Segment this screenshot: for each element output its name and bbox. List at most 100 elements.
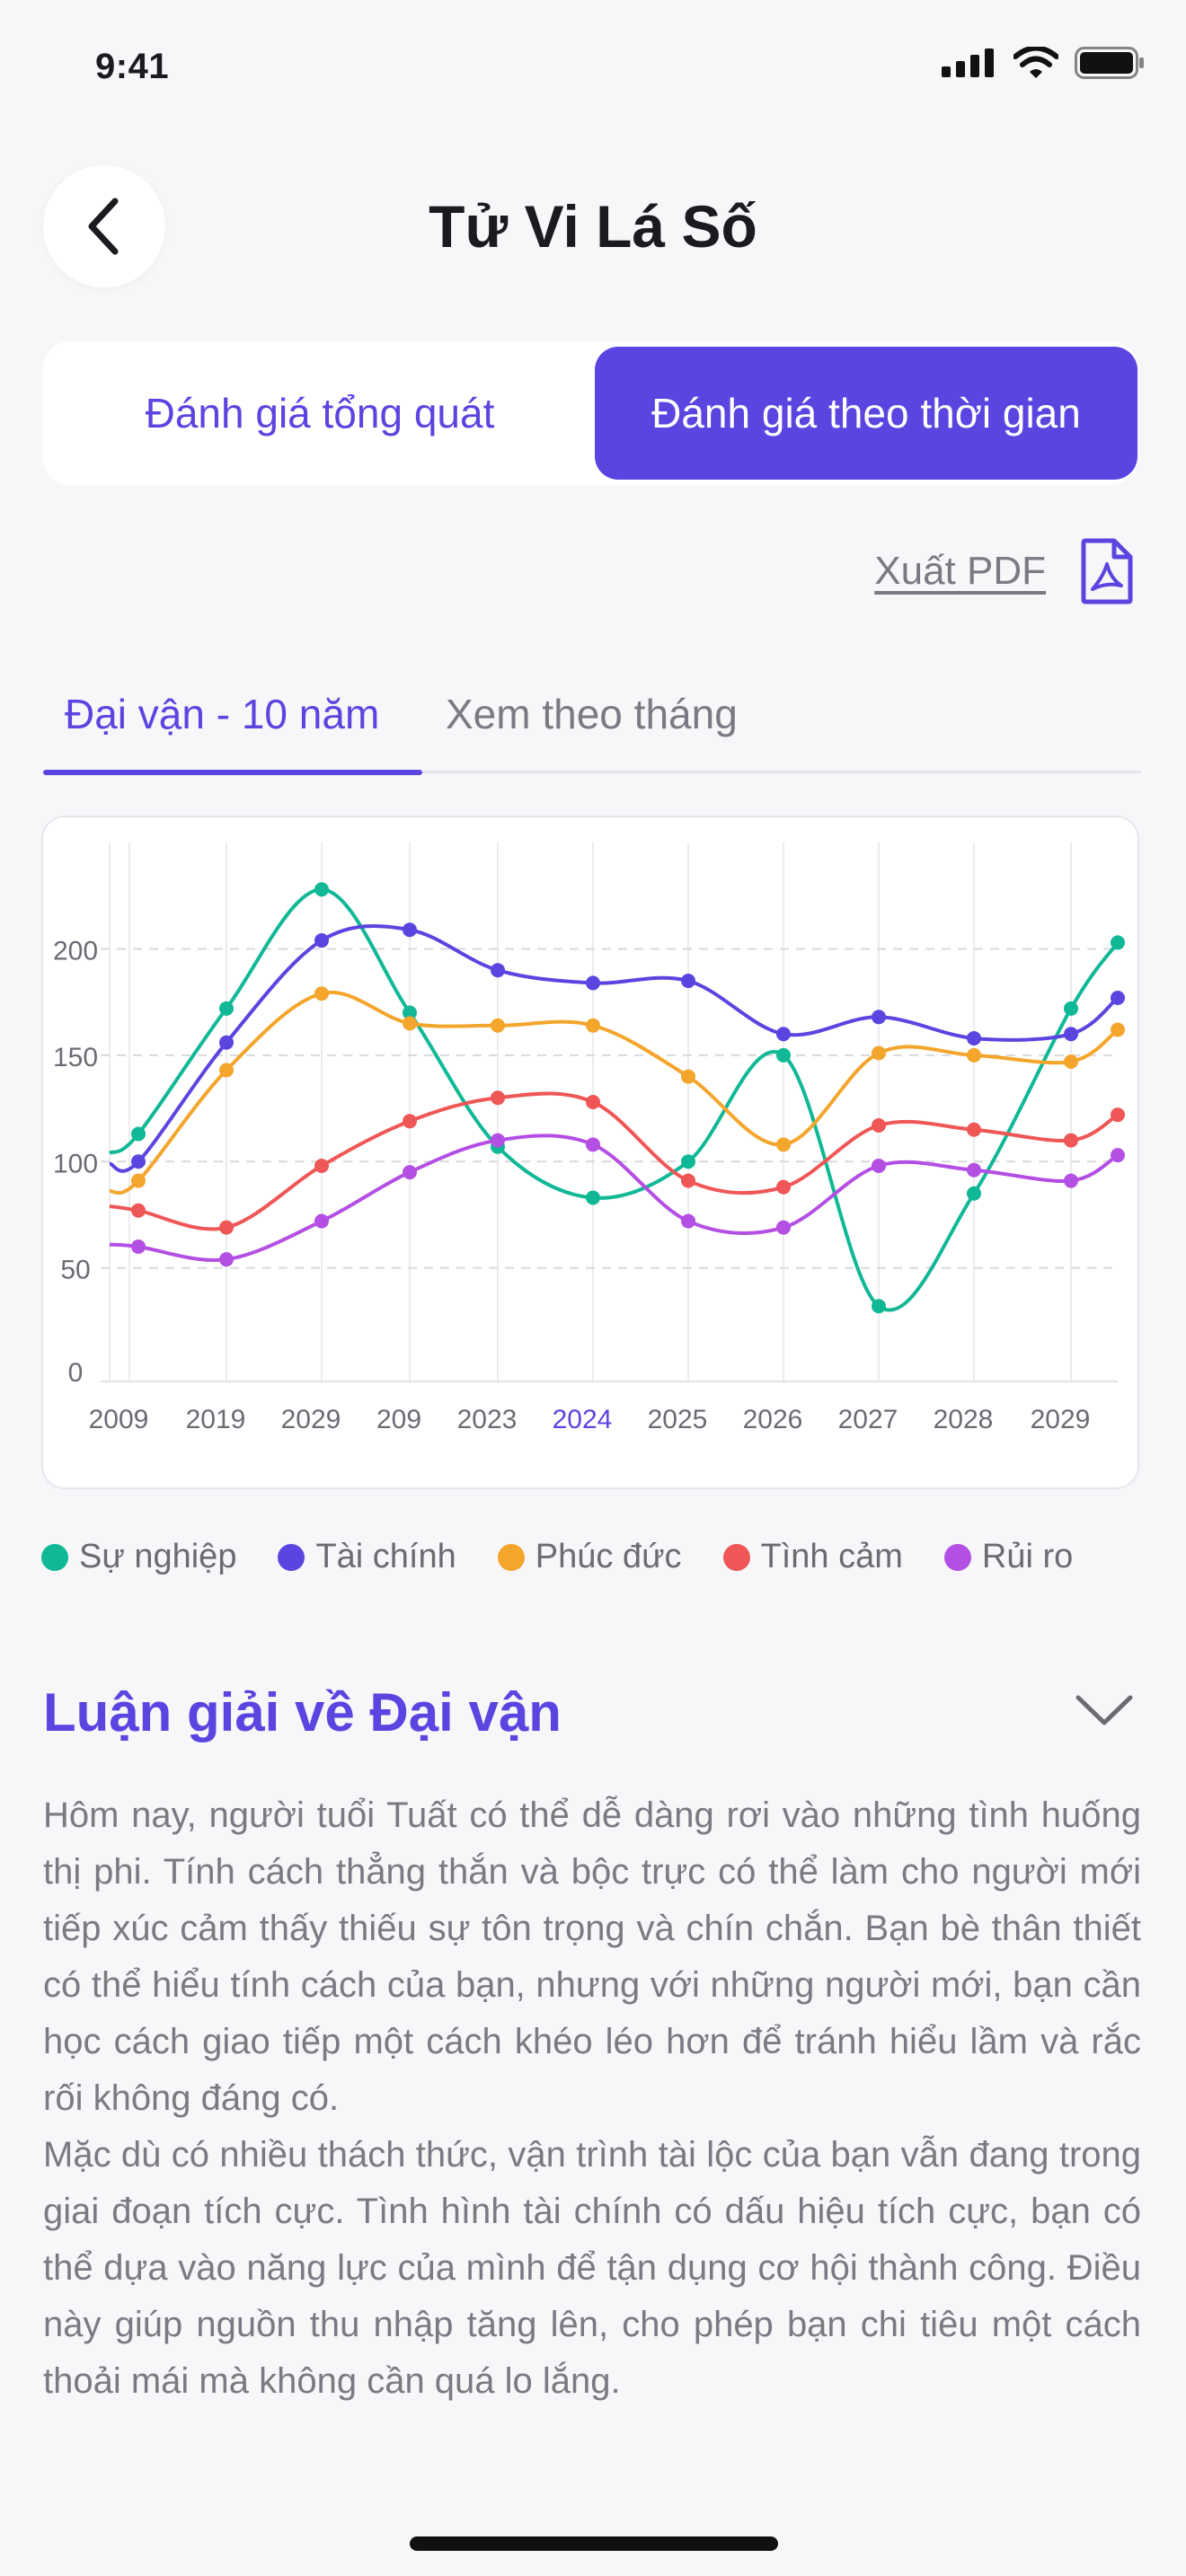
data-point[interactable] bbox=[131, 1173, 146, 1188]
data-point[interactable] bbox=[491, 1090, 505, 1106]
chevron-left-icon bbox=[88, 198, 119, 255]
data-point[interactable] bbox=[314, 933, 329, 948]
segment-time-evaluation[interactable]: Đánh giá theo thời gian bbox=[595, 347, 1137, 480]
data-point[interactable] bbox=[219, 1252, 234, 1267]
data-point[interactable] bbox=[1111, 1148, 1125, 1163]
series-1 bbox=[109, 922, 1125, 1173]
y-tick-label: 100 bbox=[53, 1149, 98, 1178]
data-point[interactable] bbox=[219, 1035, 234, 1050]
data-point[interactable] bbox=[872, 1045, 886, 1061]
data-point[interactable] bbox=[131, 1203, 146, 1218]
data-point[interactable] bbox=[219, 1001, 234, 1016]
data-point[interactable] bbox=[131, 1126, 146, 1142]
data-point[interactable] bbox=[586, 1018, 600, 1033]
data-point[interactable] bbox=[776, 1220, 791, 1235]
data-point[interactable] bbox=[967, 1047, 981, 1063]
data-point[interactable] bbox=[681, 1173, 695, 1188]
data-point[interactable] bbox=[219, 1063, 234, 1078]
legend-item[interactable]: Tài chính bbox=[278, 1538, 456, 1576]
paragraph: Hôm nay, người tuổi Tuất có thể dễ dàng … bbox=[43, 1795, 1141, 2118]
data-point[interactable] bbox=[586, 1137, 600, 1152]
x-tick-label[interactable]: 2025 bbox=[648, 1405, 708, 1434]
data-point[interactable] bbox=[776, 1047, 791, 1063]
x-tick-label[interactable]: 2023 bbox=[457, 1405, 518, 1434]
data-point[interactable] bbox=[681, 1154, 695, 1169]
x-tick-label[interactable]: 2026 bbox=[743, 1405, 803, 1434]
data-point[interactable] bbox=[314, 1213, 329, 1229]
data-point[interactable] bbox=[314, 986, 329, 1001]
data-point[interactable] bbox=[967, 1162, 981, 1178]
legend-item[interactable]: Sự nghiệp bbox=[41, 1538, 236, 1576]
data-point[interactable] bbox=[1064, 1054, 1078, 1069]
status-time: 9:41 bbox=[95, 47, 170, 86]
back-button[interactable] bbox=[43, 165, 165, 287]
evaluation-segmented-control: Đánh giá tổng quát Đánh giá theo thời gi… bbox=[43, 341, 1137, 485]
x-tick-label[interactable]: 2029 bbox=[281, 1405, 341, 1434]
data-point[interactable] bbox=[967, 1186, 981, 1201]
y-tick-label: 200 bbox=[53, 937, 98, 966]
x-tick-label[interactable]: 209 bbox=[376, 1405, 421, 1434]
home-indicator bbox=[410, 2536, 778, 2551]
data-point[interactable] bbox=[1111, 1107, 1125, 1123]
x-tick-label[interactable]: 2027 bbox=[838, 1405, 898, 1434]
data-point[interactable] bbox=[586, 1190, 600, 1205]
data-point[interactable] bbox=[967, 1122, 981, 1137]
data-point[interactable] bbox=[403, 1005, 417, 1020]
data-point[interactable] bbox=[131, 1239, 146, 1254]
tab-monthly[interactable]: Xem theo tháng bbox=[446, 691, 738, 737]
data-point[interactable] bbox=[872, 1159, 886, 1173]
legend-item[interactable]: Rủi ro bbox=[943, 1538, 1074, 1576]
data-point[interactable] bbox=[681, 1213, 695, 1229]
legend-item[interactable]: Phúc đức bbox=[497, 1538, 682, 1576]
data-point[interactable] bbox=[1111, 1022, 1125, 1037]
line-chart[interactable]: 0 50 100 150 200 2009 2019 2029 209 2023 2024 2025 2… bbox=[43, 817, 1137, 1487]
data-point[interactable] bbox=[776, 1179, 791, 1195]
page-title: Tử Vi Lá Số bbox=[429, 193, 757, 260]
data-point[interactable] bbox=[681, 1069, 695, 1084]
data-point[interactable] bbox=[1111, 935, 1125, 950]
data-point[interactable] bbox=[491, 963, 505, 978]
data-point[interactable] bbox=[586, 1094, 600, 1109]
data-point[interactable] bbox=[681, 974, 695, 989]
data-point[interactable] bbox=[1064, 1133, 1078, 1148]
export-pdf-button[interactable]: Xuất PDF bbox=[874, 537, 1134, 605]
x-tick-label[interactable]: 2029 bbox=[1031, 1405, 1091, 1434]
data-point[interactable] bbox=[967, 1030, 981, 1045]
data-point[interactable] bbox=[872, 1299, 886, 1314]
legend-label: Rủi ro bbox=[981, 1538, 1074, 1575]
data-point[interactable] bbox=[403, 1016, 417, 1031]
x-tick-label[interactable]: 2024 bbox=[553, 1405, 613, 1434]
legend-dot bbox=[497, 1543, 525, 1571]
data-point[interactable] bbox=[586, 975, 600, 991]
segment-overall-evaluation[interactable]: Đánh giá tổng quát bbox=[145, 390, 495, 437]
x-tick-label[interactable]: 2009 bbox=[89, 1405, 149, 1434]
data-point[interactable] bbox=[491, 1018, 505, 1033]
data-point[interactable] bbox=[872, 1118, 886, 1134]
data-point[interactable] bbox=[491, 1133, 505, 1148]
battery-icon bbox=[1075, 47, 1144, 79]
data-point[interactable] bbox=[1064, 1173, 1078, 1188]
x-tick-label[interactable]: 2019 bbox=[186, 1405, 246, 1434]
legend-item[interactable]: Tình cảm bbox=[722, 1538, 903, 1576]
y-tick-label: 150 bbox=[53, 1043, 98, 1072]
chevron-down-icon[interactable] bbox=[1075, 1694, 1134, 1728]
legend-label: Phúc đức bbox=[535, 1538, 682, 1575]
series-line bbox=[109, 990, 1120, 1195]
data-point[interactable] bbox=[314, 1159, 329, 1173]
data-point[interactable] bbox=[131, 1154, 146, 1169]
data-point[interactable] bbox=[1064, 1001, 1078, 1016]
header: Tử Vi Lá Số bbox=[0, 162, 1186, 287]
data-point[interactable] bbox=[1111, 990, 1125, 1005]
x-tick-label[interactable]: 2028 bbox=[934, 1405, 994, 1434]
tab-decade[interactable]: Đại vận - 10 năm bbox=[65, 691, 380, 737]
data-point[interactable] bbox=[872, 1010, 886, 1025]
data-point[interactable] bbox=[1064, 1027, 1078, 1042]
data-point[interactable] bbox=[403, 922, 417, 938]
data-point[interactable] bbox=[219, 1220, 234, 1235]
data-point[interactable] bbox=[776, 1027, 791, 1042]
legend-dot bbox=[722, 1543, 750, 1571]
data-point[interactable] bbox=[403, 1165, 417, 1180]
data-point[interactable] bbox=[403, 1114, 417, 1129]
data-point[interactable] bbox=[314, 882, 329, 897]
data-point[interactable] bbox=[776, 1137, 791, 1152]
